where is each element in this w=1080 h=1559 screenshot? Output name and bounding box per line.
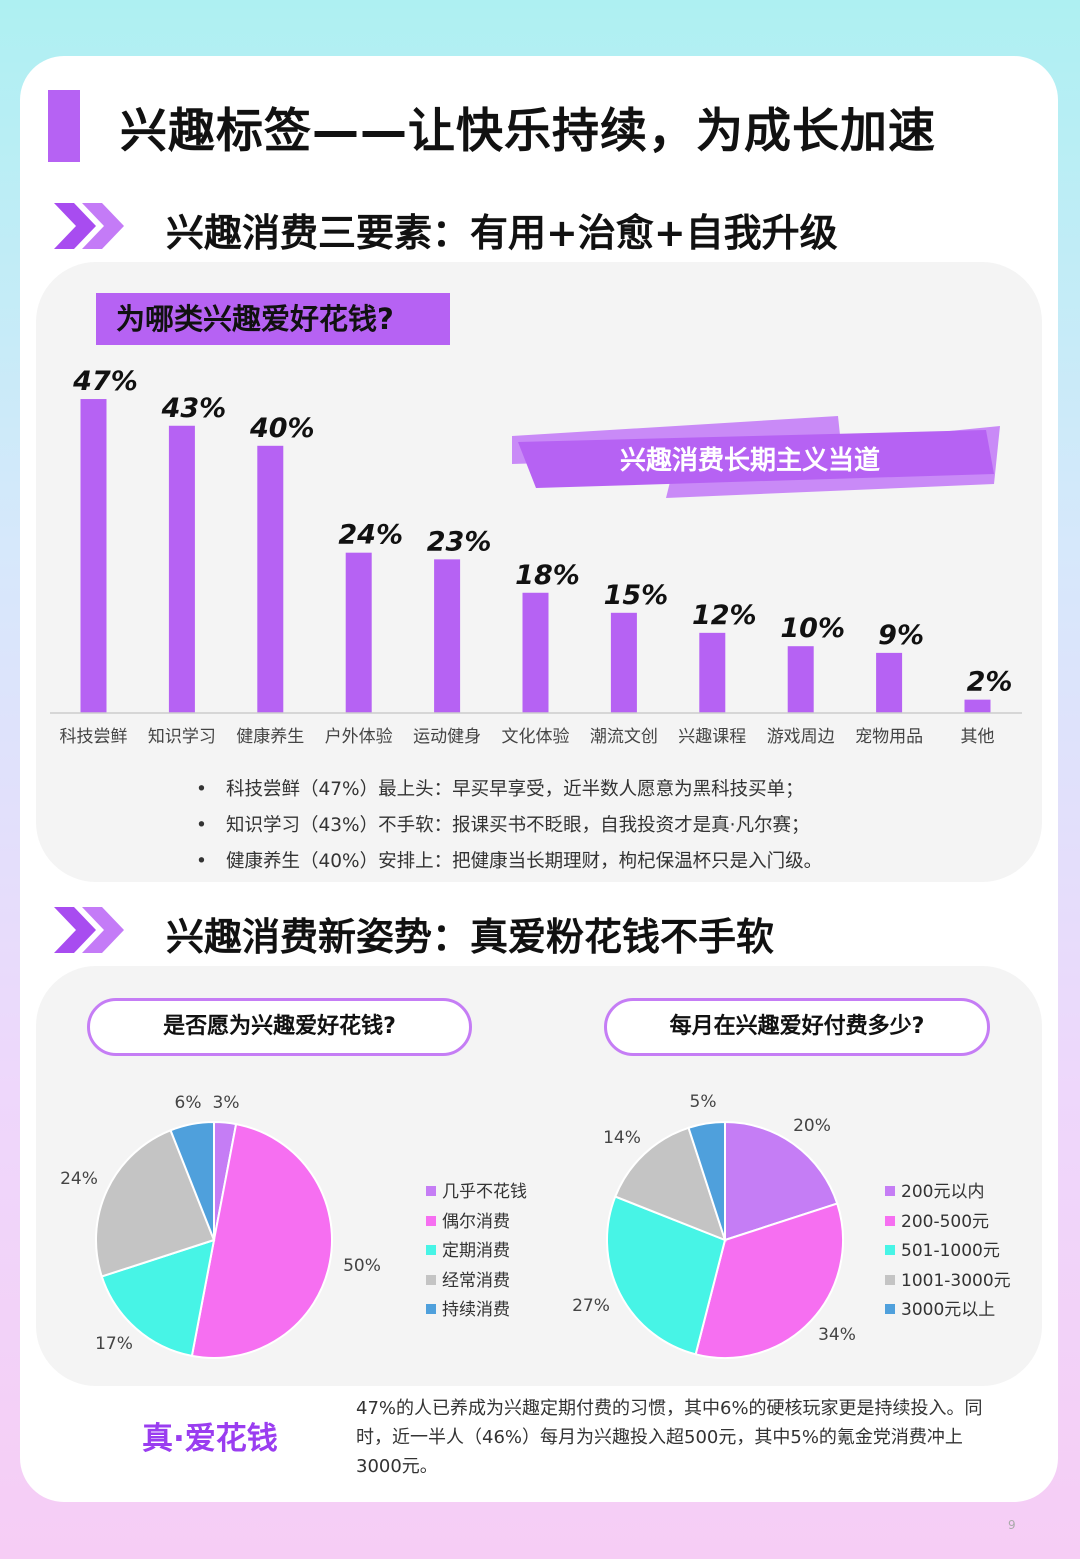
double-chevron-icon xyxy=(54,907,124,953)
x-tick-label: 兴趣课程 xyxy=(678,727,746,747)
x-tick-label: 健康养生 xyxy=(236,727,304,747)
bar-chart-panel xyxy=(36,262,1042,882)
bar-chart-question: 为哪类兴趣爱好花钱? xyxy=(96,293,450,345)
legend-item: 定期消费 xyxy=(426,1237,527,1267)
x-tick-label: 知识学习 xyxy=(148,727,216,747)
x-tick-label: 宠物用品 xyxy=(855,727,923,747)
banner-ribbon xyxy=(512,416,1000,498)
x-tick-label: 其他 xyxy=(961,727,995,747)
pie-value-label: 5% xyxy=(690,1092,717,1112)
pie-value-label: 6% xyxy=(175,1093,202,1113)
legend-swatch xyxy=(885,1215,895,1226)
legend-item: 经常消费 xyxy=(426,1267,527,1297)
pie-value-label: 14% xyxy=(603,1128,641,1148)
bar-value-label: 2% xyxy=(967,667,1013,698)
pie-slice xyxy=(687,1120,726,1241)
slogan: 真·爱花钱 xyxy=(142,1421,278,1457)
bar-value-label: 12% xyxy=(692,600,757,631)
legend-item: 偶尔消费 xyxy=(426,1208,527,1238)
right-pie-legend: 200元以内 200-500元 501-1000元 1001-3000元 300… xyxy=(885,1178,1011,1326)
legend-swatch xyxy=(426,1245,436,1255)
section2-title: 兴趣消费新姿势：真爱粉花钱不手软 xyxy=(166,915,775,959)
bar xyxy=(80,399,107,713)
bar-value-label: 47% xyxy=(72,366,138,397)
left-pie-question: 是否愿为兴趣爱好花钱? xyxy=(87,998,472,1056)
bar xyxy=(345,552,372,713)
legend-item: 200-500元 xyxy=(885,1208,1011,1238)
pie-value-label: 3% xyxy=(213,1093,240,1113)
banner-text: 兴趣消费长期主义当道 xyxy=(619,446,880,476)
bar-chart-notes: • 科技尝鲜（47%）最上头：早买早享受，近半数人愿意为黑科技买单； • 知识学习（… xyxy=(196,772,822,880)
legend-item: 几乎不花钱 xyxy=(426,1178,527,1208)
bar-chart: 47% 科技尝鲜 43% 知识学习 40% 健康养生 24% 户外体验 23% 运动健身 18% 文化… xyxy=(50,366,1022,747)
legend-item: 200元以内 xyxy=(885,1178,1011,1208)
bar-value-label: 23% xyxy=(427,526,492,557)
pie-value-label: 34% xyxy=(818,1325,856,1345)
pie-value-label: 20% xyxy=(793,1116,831,1136)
page-number: 9 xyxy=(1008,1518,1016,1532)
x-tick-label: 户外体验 xyxy=(325,727,393,747)
legend-swatch xyxy=(885,1274,895,1285)
pie-value-label: 27% xyxy=(572,1296,610,1316)
bar-value-label: 10% xyxy=(780,613,845,644)
pie-value-label: 50% xyxy=(343,1256,381,1276)
pie-slice xyxy=(694,1202,844,1359)
bar-value-label: 15% xyxy=(604,580,669,611)
legend-swatch xyxy=(885,1304,895,1314)
legend-swatch xyxy=(426,1304,436,1314)
bar xyxy=(876,652,903,713)
right-pie-question: 每月在兴趣爱好付费多少? xyxy=(604,998,990,1056)
pie-chart-monthly-spend: 20% 34% 27% 14% 5% xyxy=(572,1092,856,1359)
bar xyxy=(964,699,991,713)
legend-swatch xyxy=(426,1186,436,1196)
x-tick-label: 潮流文创 xyxy=(590,727,658,747)
bar-value-label: 18% xyxy=(515,560,580,591)
bar-value-label: 43% xyxy=(161,393,227,424)
bar-value-label: 9% xyxy=(878,620,924,651)
bar xyxy=(610,612,637,713)
pie-slice xyxy=(724,1120,839,1242)
bar xyxy=(168,425,195,713)
legend-swatch xyxy=(426,1274,436,1285)
legend-item: 501-1000元 xyxy=(885,1237,1011,1267)
page-title: 兴趣标签——让快乐持续，为成长加速 xyxy=(120,104,936,159)
pie-slice xyxy=(606,1195,727,1356)
bar-value-label: 24% xyxy=(338,520,403,551)
list-item: • 健康养生（40%）安排上：把健康当长期理财，枸杞保温杯只是入门级。 xyxy=(196,851,823,872)
pie-chart-spending-willingness: 3% 50% 17% 24% 6% xyxy=(60,1093,381,1359)
legend-item: 3000元以上 xyxy=(885,1296,1011,1326)
legend-swatch xyxy=(426,1215,436,1226)
x-tick-label: 游戏周边 xyxy=(767,727,835,747)
pie-slice xyxy=(190,1122,333,1359)
bar xyxy=(787,646,814,713)
section1-title: 兴趣消费三要素：有用+治愈+自我升级 xyxy=(166,211,838,255)
x-tick-label: 文化体验 xyxy=(502,727,570,747)
pie-value-label: 17% xyxy=(95,1334,133,1354)
title-accent-bar xyxy=(48,90,80,162)
x-tick-label: 运动健身 xyxy=(413,727,481,747)
legend-item: 1001-3000元 xyxy=(885,1267,1011,1297)
legend-swatch xyxy=(885,1186,895,1196)
bar xyxy=(699,632,726,713)
double-chevron-icon xyxy=(54,203,124,249)
x-tick-label: 科技尝鲜 xyxy=(60,727,128,747)
left-pie-legend: 几乎不花钱 偶尔消费 定期消费 经常消费 持续消费 xyxy=(426,1178,527,1326)
summary-text: 47%的人已养成为兴趣定期付费的习惯，其中6%的硬核玩家更是持续投入。同时，近一… xyxy=(356,1398,983,1477)
bar xyxy=(522,592,549,713)
legend-item: 持续消费 xyxy=(426,1296,527,1326)
pie-slice xyxy=(169,1120,215,1241)
list-item: • 科技尝鲜（47%）最上头：早买早享受，近半数人愿意为黑科技买单； xyxy=(196,779,804,800)
pie-value-label: 24% xyxy=(60,1169,98,1189)
bar-value-label: 40% xyxy=(249,413,315,444)
bar xyxy=(257,445,284,713)
legend-swatch xyxy=(885,1245,895,1255)
bar xyxy=(434,559,461,713)
pie-slice xyxy=(100,1238,216,1358)
list-item: • 知识学习（43%）不手软：报课买书不眨眼，自我投资才是真·凡尔赛； xyxy=(196,815,810,836)
